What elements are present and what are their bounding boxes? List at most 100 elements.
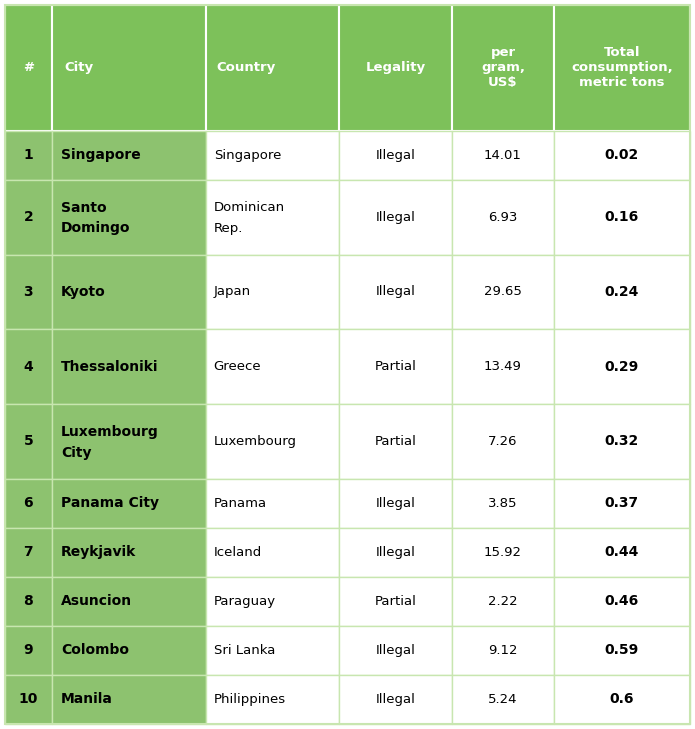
Bar bbox=[51, 254, 206, 330]
Bar bbox=[554, 330, 690, 404]
Text: Asuncion: Asuncion bbox=[61, 594, 132, 609]
Bar bbox=[452, 479, 554, 528]
Bar bbox=[51, 330, 206, 404]
Bar bbox=[5, 528, 51, 577]
Bar bbox=[51, 626, 206, 675]
Bar bbox=[339, 180, 452, 254]
Text: Philippines: Philippines bbox=[214, 693, 286, 706]
Bar bbox=[5, 330, 51, 404]
Bar bbox=[339, 330, 452, 404]
Text: Iceland: Iceland bbox=[214, 546, 262, 559]
Bar bbox=[554, 180, 690, 254]
Text: 8: 8 bbox=[24, 594, 33, 609]
Bar bbox=[452, 130, 554, 180]
Text: 2.22: 2.22 bbox=[488, 595, 518, 608]
Text: 1: 1 bbox=[24, 148, 33, 163]
Bar bbox=[554, 626, 690, 675]
Text: Luxembourg: Luxembourg bbox=[61, 425, 158, 439]
Text: 0.37: 0.37 bbox=[605, 496, 639, 510]
Text: per
gram,
US$: per gram, US$ bbox=[481, 47, 525, 90]
Text: 5: 5 bbox=[24, 434, 33, 448]
Text: 6: 6 bbox=[24, 496, 33, 510]
Text: 14.01: 14.01 bbox=[484, 149, 522, 162]
Bar bbox=[554, 479, 690, 528]
Bar bbox=[339, 528, 452, 577]
Bar bbox=[51, 404, 206, 479]
Bar bbox=[452, 626, 554, 675]
Bar bbox=[452, 254, 554, 330]
Bar bbox=[452, 577, 554, 626]
Bar bbox=[339, 626, 452, 675]
Text: 5.24: 5.24 bbox=[489, 693, 518, 706]
Text: 13.49: 13.49 bbox=[484, 360, 522, 373]
Text: 7: 7 bbox=[24, 545, 33, 559]
Text: Illegal: Illegal bbox=[376, 211, 416, 224]
Text: 7.26: 7.26 bbox=[489, 435, 518, 448]
Bar bbox=[554, 528, 690, 577]
Text: 3: 3 bbox=[24, 285, 33, 299]
Text: Japan: Japan bbox=[214, 286, 251, 298]
Bar bbox=[51, 5, 206, 130]
Text: Partial: Partial bbox=[375, 360, 417, 373]
Bar bbox=[452, 675, 554, 724]
Text: City: City bbox=[61, 445, 91, 460]
Bar bbox=[554, 130, 690, 180]
Bar bbox=[339, 404, 452, 479]
Bar bbox=[5, 479, 51, 528]
Bar bbox=[339, 675, 452, 724]
Bar bbox=[51, 479, 206, 528]
Text: Partial: Partial bbox=[375, 435, 417, 448]
Text: Manila: Manila bbox=[61, 693, 113, 706]
Text: City: City bbox=[64, 61, 93, 74]
Text: Singapore: Singapore bbox=[214, 149, 281, 162]
Text: 9: 9 bbox=[24, 644, 33, 658]
Text: 6.93: 6.93 bbox=[489, 211, 518, 224]
Text: Illegal: Illegal bbox=[376, 286, 416, 298]
Text: Greece: Greece bbox=[214, 360, 261, 373]
Bar bbox=[554, 577, 690, 626]
Text: Santo: Santo bbox=[61, 200, 106, 214]
Bar bbox=[5, 626, 51, 675]
Text: 0.02: 0.02 bbox=[605, 148, 639, 163]
Bar bbox=[339, 254, 452, 330]
Bar bbox=[51, 180, 206, 254]
Bar bbox=[452, 330, 554, 404]
Text: Luxembourg: Luxembourg bbox=[214, 435, 297, 448]
Text: 0.24: 0.24 bbox=[605, 285, 639, 299]
Text: 4: 4 bbox=[24, 359, 33, 374]
Text: #: # bbox=[23, 61, 34, 74]
Text: Rep.: Rep. bbox=[214, 222, 243, 235]
Bar bbox=[452, 528, 554, 577]
Bar bbox=[554, 675, 690, 724]
Text: 0.32: 0.32 bbox=[605, 434, 639, 448]
Text: 0.46: 0.46 bbox=[605, 594, 639, 609]
Bar bbox=[206, 180, 339, 254]
Bar bbox=[452, 404, 554, 479]
Text: Illegal: Illegal bbox=[376, 149, 416, 162]
Bar bbox=[554, 5, 690, 130]
Text: Illegal: Illegal bbox=[376, 644, 416, 657]
Text: Thessaloniki: Thessaloniki bbox=[61, 359, 158, 374]
Text: 15.92: 15.92 bbox=[484, 546, 522, 559]
Bar bbox=[5, 5, 51, 130]
Text: Panama City: Panama City bbox=[61, 496, 159, 510]
Text: 10: 10 bbox=[19, 693, 38, 706]
Bar bbox=[51, 675, 206, 724]
Text: 9.12: 9.12 bbox=[489, 644, 518, 657]
Bar bbox=[554, 254, 690, 330]
Text: Illegal: Illegal bbox=[376, 497, 416, 510]
Text: Singapore: Singapore bbox=[61, 148, 140, 163]
Bar bbox=[51, 130, 206, 180]
Text: 0.29: 0.29 bbox=[605, 359, 639, 374]
Bar bbox=[554, 404, 690, 479]
Bar bbox=[206, 5, 339, 130]
Text: 0.6: 0.6 bbox=[610, 693, 634, 706]
Bar bbox=[339, 5, 452, 130]
Text: 0.59: 0.59 bbox=[605, 644, 639, 658]
Bar bbox=[339, 130, 452, 180]
Text: Kyoto: Kyoto bbox=[61, 285, 106, 299]
Bar bbox=[452, 180, 554, 254]
Text: Domingo: Domingo bbox=[61, 222, 131, 235]
Text: Dominican: Dominican bbox=[214, 201, 285, 214]
Bar bbox=[206, 254, 339, 330]
